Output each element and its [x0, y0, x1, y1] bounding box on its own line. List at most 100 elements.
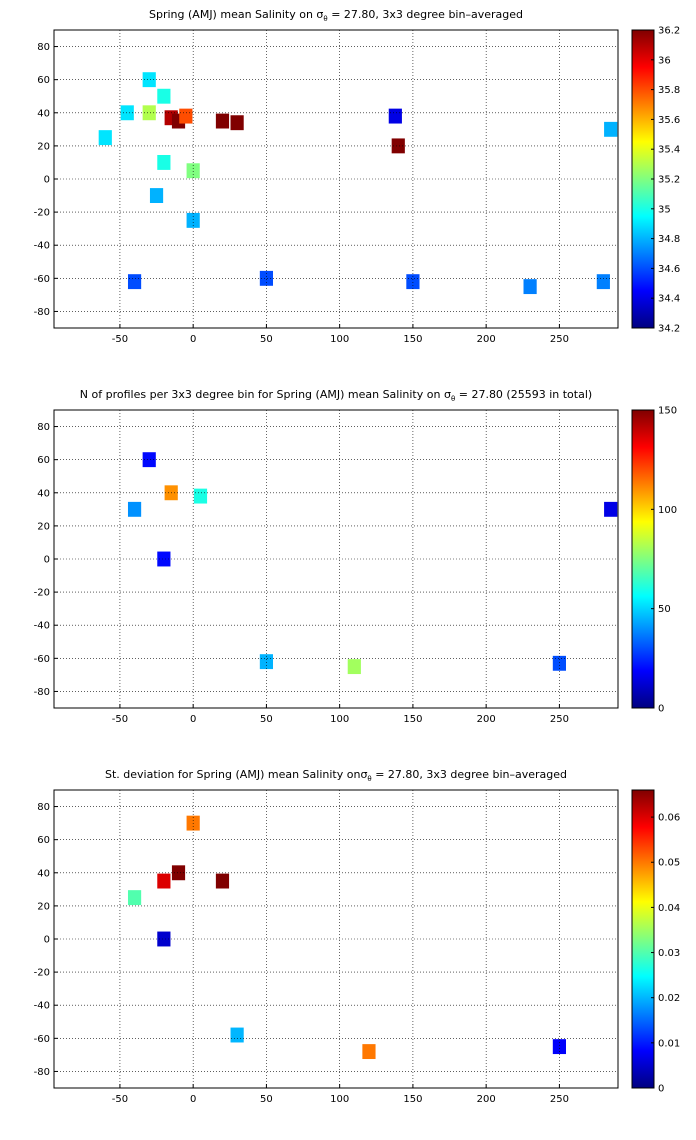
data-bin: [179, 108, 193, 124]
data-bin: [120, 105, 134, 121]
colorbar-tick-label: 36.2: [658, 26, 680, 37]
colorbar-tick-label: 50: [658, 604, 671, 615]
colorbar-tick-label: 34.8: [658, 234, 680, 245]
y-tick-label: -60: [34, 274, 50, 285]
colorbar-tick-label: 35.6: [658, 115, 680, 126]
y-tick-label: 40: [37, 108, 50, 119]
data-bin: [157, 154, 171, 170]
colorbar-tick-label: 35.2: [658, 175, 680, 186]
x-tick-label: 0: [190, 1094, 196, 1105]
data-bin: [127, 890, 142, 906]
y-tick-label: -20: [34, 968, 50, 979]
y-tick-label: 60: [37, 75, 50, 86]
y-tick-label: -40: [34, 621, 50, 632]
colorbar-tick-label: 35.4: [658, 145, 680, 156]
chart-title: St. deviation for Spring (AMJ) mean Sali…: [105, 768, 567, 783]
x-tick-label: 250: [550, 334, 569, 345]
y-tick-label: -60: [34, 654, 50, 665]
chart-title-text: Spring (AMJ) mean Salinity on: [149, 8, 316, 21]
x-tick-label: 150: [403, 1094, 422, 1105]
data-bin: [259, 654, 274, 670]
y-tick-label: 0: [44, 555, 50, 566]
x-tick-label: -50: [112, 714, 128, 725]
x-tick-label: 200: [477, 334, 496, 345]
data-bin: [362, 1044, 376, 1060]
y-tick-label: 20: [37, 521, 50, 532]
data-bin: [552, 655, 566, 671]
x-tick-label: 150: [403, 714, 422, 725]
colorbar-tick-label: 0.05: [658, 858, 680, 869]
x-tick-label: 50: [260, 334, 273, 345]
data-bin: [604, 501, 618, 517]
y-tick-label: 20: [37, 901, 50, 912]
chart-title: Spring (AMJ) mean Salinity on σθ = 27.80…: [149, 8, 523, 23]
y-tick-label: 0: [44, 935, 50, 946]
x-tick-label: 50: [260, 1094, 273, 1105]
data-bin: [523, 279, 537, 295]
chart-title-subscript: θ: [323, 15, 327, 23]
y-tick-label: -40: [34, 1001, 50, 1012]
data-bin: [157, 88, 171, 104]
colorbar-tick-label: 0.06: [658, 813, 680, 824]
data-bin: [604, 121, 618, 137]
x-tick-label: 0: [190, 714, 196, 725]
chart-title-subscript: θ: [451, 395, 455, 403]
data-bin: [186, 163, 200, 179]
x-tick-label: 100: [330, 1094, 349, 1105]
data-bin: [406, 274, 420, 290]
colorbar: [631, 29, 655, 329]
chart-title-subscript: θ: [367, 775, 371, 783]
y-tick-label: 80: [37, 422, 50, 433]
colorbar-tick-label: 0: [658, 1084, 664, 1095]
chart-title-symbol: σ: [316, 8, 323, 21]
x-tick-label: 250: [550, 714, 569, 725]
chart-panel-profile-count: N of profiles per 3x3 degree bin for Spr…: [0, 380, 696, 760]
chart-title: N of profiles per 3x3 degree bin for Spr…: [80, 388, 592, 403]
colorbar-tick-label: 34.6: [658, 264, 680, 275]
data-bin: [596, 274, 610, 290]
data-bin: [127, 501, 142, 517]
chart-title-text: N of profiles per 3x3 degree bin for Spr…: [80, 388, 444, 401]
data-bin: [230, 115, 244, 131]
data-bin: [142, 72, 156, 88]
colorbar-tick-label: 34.2: [658, 324, 680, 335]
data-bin: [215, 113, 230, 129]
colorbar-tick-label: 0.02: [658, 993, 680, 1004]
y-tick-label: 80: [37, 802, 50, 813]
chart-title-symbol: σ: [360, 768, 367, 781]
colorbar-tick-label: 100: [658, 505, 677, 516]
chart-title-text: St. deviation for Spring (AMJ) mean Sali…: [105, 768, 360, 781]
data-bin: [215, 873, 230, 889]
y-tick-label: -20: [34, 588, 50, 599]
y-tick-label: 0: [44, 175, 50, 186]
chart-title-text: = 27.80, 3x3 degree bin–averaged: [328, 8, 523, 21]
x-tick-label: 100: [330, 334, 349, 345]
colorbar-tick-label: 36: [658, 55, 671, 66]
colorbar-tick-label: 150: [658, 406, 677, 417]
colorbar-tick-label: 35: [658, 204, 671, 215]
x-tick-label: 50: [260, 714, 273, 725]
colorbar: [631, 789, 655, 1089]
y-tick-label: 20: [37, 141, 50, 152]
colorbar-tick-label: 0: [658, 704, 664, 715]
y-tick-label: -80: [34, 307, 50, 318]
data-bin: [127, 274, 142, 290]
chart-title-symbol: σ: [444, 388, 451, 401]
chart-title-text: = 27.80, 3x3 degree bin–averaged: [372, 768, 567, 781]
data-bin: [186, 212, 200, 228]
data-bin: [142, 105, 156, 121]
x-tick-label: 100: [330, 714, 349, 725]
data-bin: [98, 130, 112, 146]
y-tick-label: -80: [34, 1067, 50, 1078]
x-tick-label: -50: [112, 334, 128, 345]
data-bin: [391, 138, 405, 154]
x-tick-label: -50: [112, 1094, 128, 1105]
data-bin: [347, 659, 361, 675]
x-tick-label: 200: [477, 714, 496, 725]
colorbar: [631, 409, 655, 709]
data-bin: [230, 1027, 244, 1043]
x-tick-label: 150: [403, 334, 422, 345]
y-tick-label: -20: [34, 208, 50, 219]
y-tick-label: -40: [34, 241, 50, 252]
colorbar-tick-label: 0.01: [658, 1038, 680, 1049]
